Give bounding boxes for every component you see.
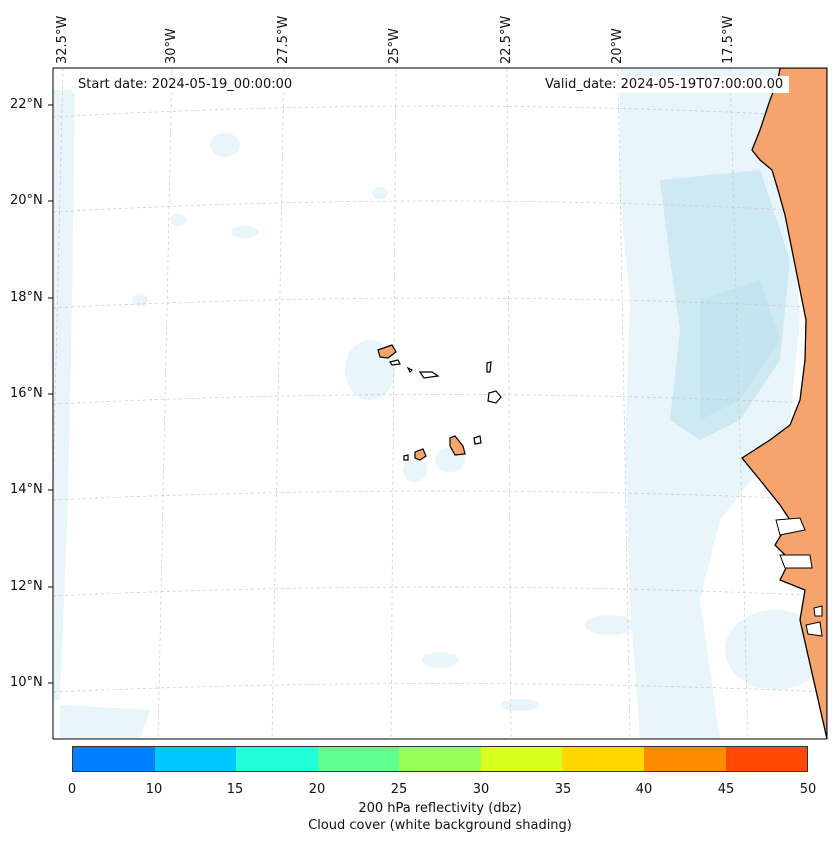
lat-label-12: 12°N: [10, 579, 43, 594]
colorbar-segment: [236, 747, 318, 771]
colorbar-tick: 20: [308, 782, 326, 797]
valid-date-label: Valid_date: 2024-05-19T07:00:00.00: [539, 76, 790, 93]
lon-label-30: 30°W: [164, 28, 179, 64]
graticule: [53, 68, 827, 739]
lon-label-17-5: 17.5°W: [721, 15, 736, 64]
colorbar-tick: 50: [799, 782, 817, 797]
lon-label-22-5: 22.5°W: [499, 15, 514, 64]
colorbar-tick: 0: [67, 782, 77, 797]
lon-label-32-5: 32.5°W: [55, 15, 70, 64]
start-date-label: Start date: 2024-05-19_00:00:00: [72, 76, 299, 93]
colorbar-tick: 45: [717, 782, 735, 797]
colorbar-tick: 15: [226, 782, 244, 797]
colorbar-tick: 40: [635, 782, 653, 797]
colorbar-tick: 30: [472, 782, 490, 797]
island-fogo: [414, 448, 427, 461]
colorbar-title: 200 hPa reflectivity (dbz): [358, 801, 522, 816]
colorbar-segment: [399, 747, 481, 771]
island-maio: [473, 435, 482, 445]
island-sao-nicolau: [418, 371, 440, 379]
colorbar-segment: [317, 747, 400, 771]
island-santo-antao: [377, 344, 397, 359]
lat-label-10: 10°N: [10, 675, 43, 690]
lon-label-27-5: 27.5°W: [276, 15, 291, 64]
lon-label-20: 20°W: [610, 28, 625, 64]
lat-label-18: 18°N: [10, 290, 43, 305]
colorbar-segment: [154, 747, 237, 771]
colorbar-tick: 10: [145, 782, 163, 797]
island-sal: [486, 361, 492, 373]
axis-ticks: [48, 104, 53, 684]
africa-coast: [741, 68, 827, 739]
island-brava: [403, 454, 409, 461]
colorbar-tick: 25: [390, 782, 408, 797]
island-santiago: [449, 435, 466, 456]
colorbar-segment: [562, 747, 644, 771]
lat-label-16: 16°N: [10, 386, 43, 401]
cape-verde-islands: [377, 344, 502, 461]
island-sao-vicente: [389, 359, 401, 366]
colorbar-segment: [725, 747, 808, 771]
colorbar-subtitle: Cloud cover (white background shading): [308, 818, 572, 833]
lon-label-25: 25°W: [387, 28, 402, 64]
island-boa-vista: [487, 390, 502, 404]
colorbar-tick: 35: [554, 782, 572, 797]
colorbar: [72, 746, 808, 772]
island-santa-luzia: [406, 366, 414, 374]
colorbar-segment: [73, 747, 155, 771]
colorbar-segment: [643, 747, 726, 771]
lat-label-22: 22°N: [10, 97, 43, 112]
lat-label-20: 20°N: [10, 193, 43, 208]
map-frame: [52, 67, 828, 740]
lat-label-14: 14°N: [10, 482, 43, 497]
colorbar-segment: [480, 747, 563, 771]
